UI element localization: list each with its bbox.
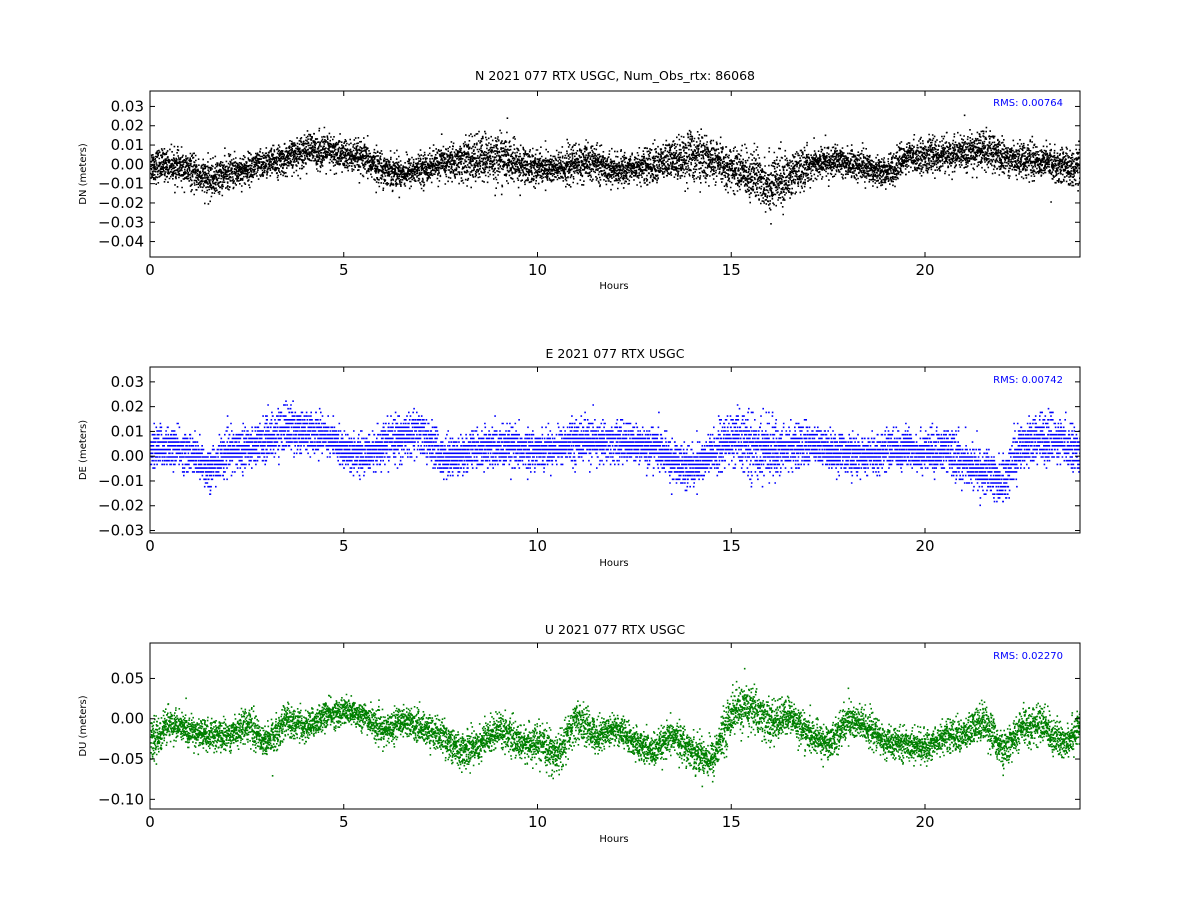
- scatter-points-east: [150, 400, 1080, 507]
- panel-east: E 2021 077 RTX USGC DE (meters) Hours RM…: [78, 346, 1081, 569]
- x-axis-label-up: Hours: [599, 834, 628, 845]
- y-tick-label-north-4: 0.00: [111, 155, 144, 173]
- panel-north: N 2021 077 RTX USGC, Num_Obs_rtx: 86068 …: [78, 68, 1081, 292]
- plot-frame-north: [149, 90, 1081, 258]
- x-axis-label-north: Hours: [599, 281, 628, 292]
- x-tick-label-north-20: 20: [915, 261, 934, 279]
- y-tick-label-east-5: 0.02: [111, 398, 144, 416]
- x-tick-label-up-10: 10: [528, 813, 547, 831]
- x-tick-label-east-0: 0: [145, 537, 155, 555]
- x-tick-label-north-15: 15: [722, 261, 741, 279]
- scatter-points-up: [150, 667, 1080, 788]
- x-tick-label-up-15: 15: [722, 813, 741, 831]
- y-tick-label-north-2: −0.02: [98, 194, 144, 212]
- rms-label-up: RMS: 0.02270: [993, 651, 1063, 662]
- x-tick-label-east-10: 10: [528, 537, 547, 555]
- x-tick-label-east-20: 20: [915, 537, 934, 555]
- y-tick-label-north-0: −0.04: [98, 233, 144, 251]
- y-tick-label-east-0: −0.03: [98, 522, 144, 540]
- x-tick-label-north-5: 5: [339, 261, 349, 279]
- data-series-east: [150, 400, 1080, 507]
- x-tick-label-north-10: 10: [528, 261, 547, 279]
- y-axis-label-up: DU (meters): [78, 695, 89, 756]
- y-tick-label-east-3: 0.00: [111, 447, 144, 465]
- y-tick-label-east-2: −0.01: [98, 472, 144, 490]
- x-axis-label-east: Hours: [599, 558, 628, 569]
- x-tick-label-east-5: 5: [339, 537, 349, 555]
- y-tick-label-up-0: −0.10: [98, 790, 144, 808]
- panel-up: U 2021 077 RTX USGC DU (meters) Hours RM…: [78, 622, 1081, 845]
- y-tick-label-north-5: 0.01: [111, 136, 144, 154]
- scatter-points-north: [150, 114, 1080, 225]
- y-tick-label-east-4: 0.01: [111, 422, 144, 440]
- y-axis-label-east: DE (meters): [78, 420, 89, 480]
- y-tick-label-east-6: 0.03: [111, 373, 144, 391]
- y-tick-label-north-7: 0.03: [111, 97, 144, 115]
- y-tick-label-north-3: −0.01: [98, 175, 144, 193]
- y-tick-label-north-1: −0.03: [98, 213, 144, 231]
- rms-label-north: RMS: 0.00764: [993, 98, 1063, 109]
- x-tick-label-up-0: 0: [145, 813, 155, 831]
- chart-title-east: E 2021 077 RTX USGC: [546, 346, 685, 361]
- x-tick-label-up-5: 5: [339, 813, 349, 831]
- plot-frame-up: [149, 642, 1081, 810]
- data-series-up: [150, 667, 1080, 788]
- x-tick-label-north-0: 0: [145, 261, 155, 279]
- y-tick-label-east-1: −0.02: [98, 497, 144, 515]
- y-tick-label-up-3: 0.05: [111, 669, 144, 687]
- x-tick-label-east-15: 15: [722, 537, 741, 555]
- x-tick-label-up-20: 20: [915, 813, 934, 831]
- chart-title-up: U 2021 077 RTX USGC: [545, 622, 685, 637]
- chart-title-north: N 2021 077 RTX USGC, Num_Obs_rtx: 86068: [475, 68, 755, 83]
- y-axis-label-north: DN (meters): [78, 143, 89, 205]
- rms-label-east: RMS: 0.00742: [993, 375, 1063, 386]
- y-tick-label-up-1: −0.05: [98, 750, 144, 768]
- plot-frame-east: [149, 366, 1081, 534]
- y-tick-label-north-6: 0.02: [111, 117, 144, 135]
- data-series-north: [150, 114, 1080, 225]
- y-tick-label-up-2: 0.00: [111, 710, 144, 728]
